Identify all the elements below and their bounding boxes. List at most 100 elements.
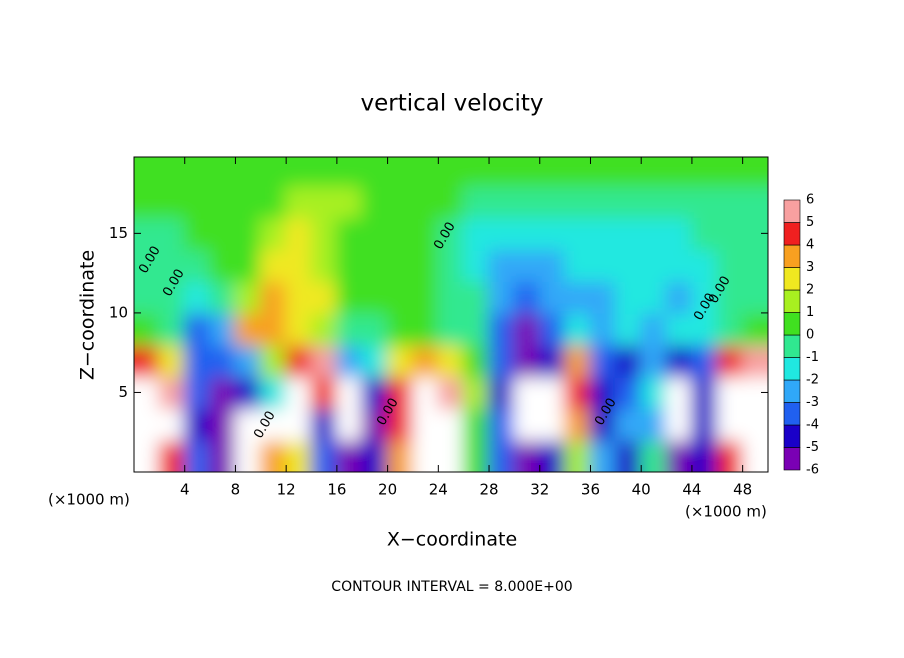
x-tick-label: 4	[180, 481, 190, 499]
cell	[564, 216, 592, 251]
cell	[690, 184, 719, 219]
y-tick-label: 5	[118, 383, 128, 401]
cell	[716, 343, 744, 378]
cell	[665, 407, 693, 442]
cell	[690, 311, 719, 346]
colorbar-box	[783, 289, 801, 313]
cell	[564, 280, 592, 314]
cell	[134, 343, 161, 378]
cell	[158, 280, 186, 314]
cell	[488, 248, 516, 283]
cell	[310, 248, 338, 283]
x-tick-label: 16	[327, 481, 346, 499]
cell	[335, 280, 364, 314]
cell	[411, 157, 440, 187]
cell	[134, 280, 161, 314]
cell	[564, 311, 592, 346]
colorbar-label: -3	[806, 395, 819, 410]
cell	[386, 184, 414, 219]
cell	[209, 184, 237, 219]
cell	[665, 375, 693, 410]
cells	[134, 157, 768, 472]
cell	[640, 184, 668, 219]
cell	[690, 157, 719, 187]
cell	[614, 157, 643, 187]
cell	[538, 157, 567, 187]
colorbar-box	[783, 199, 801, 223]
cell	[234, 248, 262, 283]
cell	[741, 184, 768, 219]
cell	[386, 280, 414, 314]
cell	[488, 311, 516, 346]
cell	[158, 343, 186, 378]
cell	[310, 311, 338, 346]
cell	[183, 248, 212, 283]
cell	[488, 280, 516, 314]
cell	[234, 184, 262, 219]
cell	[564, 184, 592, 219]
cell	[462, 157, 491, 187]
y-tick-label: 10	[109, 303, 128, 321]
colorbar-box	[783, 424, 801, 448]
cell	[462, 375, 491, 410]
cell	[564, 375, 592, 410]
cell	[437, 375, 465, 410]
cell	[361, 248, 389, 283]
cell	[285, 343, 313, 378]
cell	[285, 280, 313, 314]
cell	[437, 439, 465, 472]
cell	[158, 157, 186, 187]
cell	[488, 184, 516, 219]
cell	[437, 407, 465, 442]
cell	[158, 407, 186, 442]
cell	[285, 375, 313, 410]
cell	[310, 216, 338, 251]
cell	[234, 280, 262, 314]
cell	[335, 407, 364, 442]
cell	[488, 216, 516, 251]
x-tick-label: 32	[530, 481, 549, 499]
cell	[285, 248, 313, 283]
cell	[513, 311, 541, 346]
cell	[513, 343, 541, 378]
x-tick-label: 28	[479, 481, 498, 499]
cell	[614, 184, 643, 219]
cell	[361, 343, 389, 378]
colorbar-label: -5	[806, 440, 819, 455]
cell	[640, 407, 668, 442]
cell	[158, 439, 186, 472]
cell	[488, 343, 516, 378]
cell	[690, 375, 719, 410]
cell	[285, 184, 313, 219]
cell	[134, 157, 161, 187]
cell	[310, 439, 338, 472]
cell	[716, 375, 744, 410]
colorbar-label: 4	[806, 238, 814, 253]
cell	[564, 343, 592, 378]
cell	[437, 216, 465, 251]
x-tick-label: 48	[733, 481, 752, 499]
cell	[589, 184, 617, 219]
cell	[335, 184, 364, 219]
cell	[259, 280, 288, 314]
cell	[462, 311, 491, 346]
cell	[741, 439, 768, 472]
cell	[158, 248, 186, 283]
cell	[741, 407, 768, 442]
cell	[640, 311, 668, 346]
cell	[259, 375, 288, 410]
cell	[361, 184, 389, 219]
x-tick-label: 8	[231, 481, 241, 499]
chart-title: vertical velocity	[361, 91, 544, 117]
cell	[589, 375, 617, 410]
cell	[614, 375, 643, 410]
cell	[134, 439, 161, 472]
cell	[361, 216, 389, 251]
cell	[335, 343, 364, 378]
cell	[564, 439, 592, 472]
colorbar-label: 2	[806, 283, 814, 298]
cell	[259, 311, 288, 346]
cell	[741, 248, 768, 283]
x-tick-label: 36	[581, 481, 600, 499]
cell	[488, 157, 516, 187]
